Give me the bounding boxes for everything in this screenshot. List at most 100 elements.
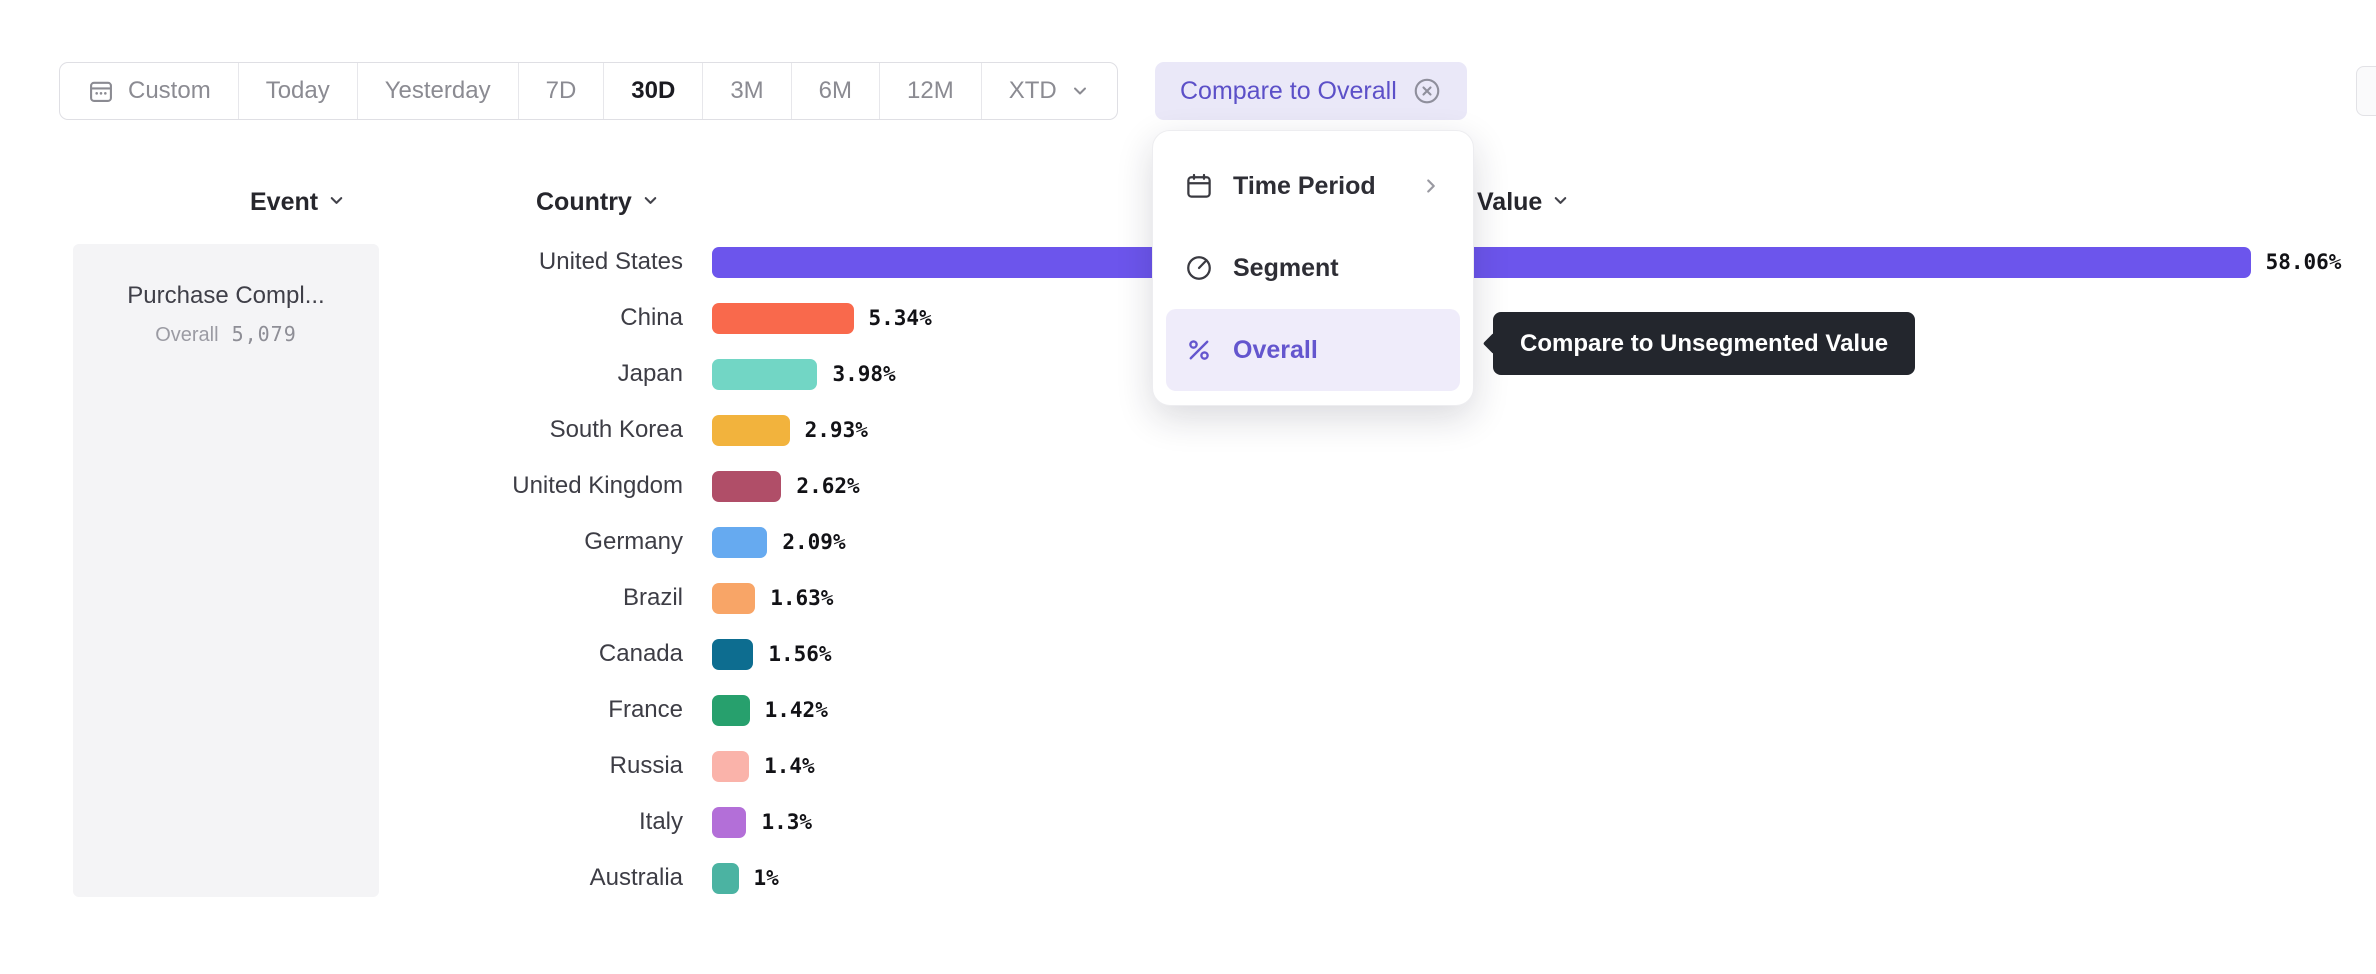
table-row: United Kingdom 2.62%: [0, 458, 2376, 514]
country-bar[interactable]: [712, 806, 747, 838]
segment-icon: [1184, 253, 1214, 283]
country-label: Canada: [598, 640, 683, 667]
country-label: Russia: [609, 752, 683, 779]
country-value: 5.34%: [868, 306, 932, 330]
range-label: 30D: [631, 77, 676, 104]
clipped-edge-button[interactable]: [2356, 66, 2376, 116]
country-value: 1.3%: [761, 810, 813, 834]
range-label: 12M: [907, 77, 954, 104]
country-value: 58.06%: [2265, 250, 2342, 274]
country-column-header[interactable]: Country: [536, 188, 660, 217]
country-bar[interactable]: [712, 414, 790, 446]
menu-item-label: Time Period: [1233, 171, 1376, 200]
value-column-header[interactable]: Value: [1477, 188, 1570, 217]
range-custom[interactable]: Custom: [60, 63, 238, 119]
table-row: Japan 3.98%: [0, 346, 2376, 402]
country-bar[interactable]: [712, 470, 782, 502]
event-card[interactable]: Purchase Compl... Overall 5,079: [73, 244, 379, 897]
menu-item-time-period[interactable]: Time Period: [1166, 145, 1460, 227]
country-label: United States: [538, 248, 683, 275]
country-bar[interactable]: [712, 246, 2251, 278]
value-header-label: Value: [1477, 188, 1543, 216]
overall-value: 5,079: [231, 322, 297, 346]
calendar-icon: [1184, 171, 1214, 201]
country-value: 1.56%: [768, 642, 832, 666]
chevron-down-icon: [327, 188, 346, 217]
table-row: Australia 1%: [0, 850, 2376, 906]
country-bar[interactable]: [712, 638, 754, 670]
country-value: 1.63%: [770, 586, 834, 610]
event-column-header[interactable]: Event: [250, 188, 346, 217]
calendar-icon: [87, 77, 115, 105]
country-value: 1.42%: [764, 698, 828, 722]
country-label: China: [620, 304, 683, 331]
country-value: 2.62%: [796, 474, 860, 498]
menu-item-segment[interactable]: Segment: [1166, 227, 1460, 309]
event-name: Purchase Compl...: [127, 282, 325, 309]
percent-icon: [1184, 335, 1214, 365]
country-header-label: Country: [536, 188, 632, 216]
range-label: 3M: [730, 77, 764, 104]
country-label: Japan: [617, 360, 683, 387]
country-value: 3.98%: [832, 362, 896, 386]
circle-x-icon[interactable]: [1412, 76, 1442, 106]
event-header-label: Event: [250, 188, 319, 216]
table-row: Canada 1.56%: [0, 626, 2376, 682]
country-bar[interactable]: [712, 862, 739, 894]
table-row: Brazil 1.63%: [0, 570, 2376, 626]
table-row: South Korea 2.93%: [0, 402, 2376, 458]
range-yesterday[interactable]: Yesterday: [356, 63, 518, 119]
event-overall: Overall 5,079: [73, 322, 379, 347]
compare-dropdown-menu: Time Period Segment Overall: [1152, 130, 1474, 406]
range-label: 7D: [545, 77, 577, 104]
country-label: Brazil: [622, 584, 683, 611]
country-label: South Korea: [549, 416, 683, 443]
country-label: Australia: [589, 864, 683, 891]
compare-to-overall-button[interactable]: Compare to Overall: [1155, 62, 1467, 120]
table-row: United States 58.06%: [0, 234, 2376, 290]
country-bar[interactable]: [712, 358, 818, 390]
range-12m[interactable]: 12M: [879, 63, 981, 119]
chevron-down-icon: [1551, 188, 1570, 217]
table-row: Italy 1.3%: [0, 794, 2376, 850]
date-range-control: Custom Today Yesterday 7D 30D 3M 6M 12M …: [59, 62, 1118, 120]
overall-tooltip: Compare to Unsegmented Value: [1493, 312, 1916, 375]
range-6m[interactable]: 6M: [790, 63, 879, 119]
tooltip-text: Compare to Unsegmented Value: [1520, 329, 1889, 357]
country-label: United Kingdom: [512, 472, 683, 499]
range-label: Custom: [128, 77, 211, 104]
country-value: 2.09%: [782, 530, 846, 554]
table-row: Germany 2.09%: [0, 514, 2376, 570]
table-row: China 5.34%: [0, 290, 2376, 346]
range-label: Today: [265, 77, 330, 104]
chevron-right-icon: [1420, 175, 1442, 197]
country-label: Germany: [584, 528, 683, 555]
range-label: XTD: [1008, 77, 1057, 104]
table-row: Russia 1.4%: [0, 738, 2376, 794]
menu-item-label: Segment: [1233, 253, 1339, 282]
country-bar[interactable]: [712, 302, 854, 334]
menu-item-overall[interactable]: Overall: [1166, 309, 1460, 391]
range-label: Yesterday: [384, 77, 491, 104]
country-bar[interactable]: [712, 526, 768, 558]
range-30d[interactable]: 30D: [603, 63, 702, 119]
country-label: Italy: [638, 808, 683, 835]
country-label: France: [608, 696, 683, 723]
range-3m[interactable]: 3M: [702, 63, 790, 119]
country-bar[interactable]: [712, 694, 750, 726]
compare-label: Compare to Overall: [1180, 76, 1397, 105]
menu-item-label: Overall: [1233, 335, 1318, 364]
chevron-down-icon: [641, 188, 660, 217]
table-row: France 1.42%: [0, 682, 2376, 738]
country-bar[interactable]: [712, 582, 756, 614]
country-value: 1.4%: [764, 754, 815, 778]
country-bar[interactable]: [712, 750, 750, 782]
country-breakdown-list: United States 58.06% China 5.34% Japan 3…: [0, 234, 2376, 906]
chevron-down-icon: [1070, 81, 1090, 101]
range-xtd[interactable]: XTD: [980, 63, 1117, 119]
range-7d[interactable]: 7D: [517, 63, 604, 119]
country-value: 2.93%: [804, 418, 868, 442]
range-today[interactable]: Today: [237, 63, 357, 119]
range-label: 6M: [818, 77, 852, 104]
